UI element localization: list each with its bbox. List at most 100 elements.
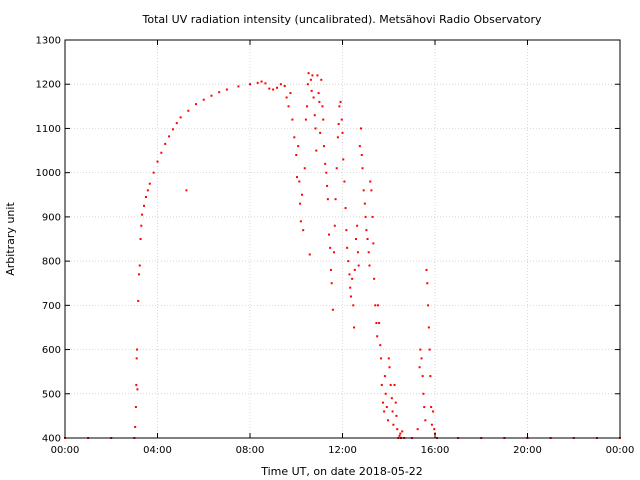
data-point bbox=[361, 167, 364, 170]
grid-lines bbox=[65, 40, 620, 438]
data-point bbox=[375, 322, 378, 325]
data-point bbox=[156, 160, 159, 163]
data-point bbox=[428, 348, 431, 351]
data-point bbox=[334, 198, 337, 201]
data-point bbox=[328, 233, 331, 236]
data-point bbox=[187, 109, 190, 112]
data-point bbox=[225, 88, 228, 91]
data-point bbox=[164, 142, 167, 145]
data-point bbox=[430, 406, 433, 409]
data-point bbox=[354, 238, 357, 240]
data-point bbox=[433, 428, 436, 431]
y-axis-label: Arbitrary unit bbox=[4, 202, 17, 276]
data-point bbox=[315, 149, 318, 152]
data-point bbox=[384, 392, 387, 395]
data-point bbox=[353, 326, 356, 329]
data-point bbox=[356, 251, 359, 254]
data-point bbox=[210, 94, 213, 97]
data-point bbox=[136, 348, 139, 351]
data-point bbox=[337, 123, 340, 126]
data-point bbox=[302, 229, 305, 232]
x-tick-label: 00:00 bbox=[51, 445, 80, 456]
data-point bbox=[388, 366, 391, 369]
data-point bbox=[146, 189, 149, 192]
data-point bbox=[362, 189, 365, 192]
data-point bbox=[260, 80, 263, 83]
data-point bbox=[237, 85, 240, 88]
axes: 400 500 600 700 800 900 1000 1100 1200 1300 00:00 0… bbox=[36, 36, 635, 457]
data-point bbox=[390, 397, 393, 400]
data-point bbox=[321, 105, 324, 108]
x-tick-label: 16:00 bbox=[421, 445, 450, 456]
data-point bbox=[381, 401, 384, 404]
data-point bbox=[398, 434, 401, 437]
data-point bbox=[376, 335, 379, 338]
data-point bbox=[339, 100, 342, 103]
data-point bbox=[427, 304, 430, 307]
y-tick-label: 1200 bbox=[36, 80, 61, 91]
data-point bbox=[345, 229, 348, 232]
data-point bbox=[422, 392, 425, 395]
data-point bbox=[329, 268, 332, 271]
data-point bbox=[329, 246, 332, 249]
data-point bbox=[314, 127, 317, 130]
data-point bbox=[360, 153, 363, 156]
data-point bbox=[319, 131, 322, 134]
data-point bbox=[373, 277, 376, 280]
data-point bbox=[352, 304, 355, 307]
y-tick-label: 1100 bbox=[36, 124, 61, 135]
data-point bbox=[306, 105, 309, 108]
data-point bbox=[346, 246, 349, 249]
y-tick-label: 800 bbox=[42, 257, 61, 268]
data-point bbox=[341, 131, 344, 134]
data-point bbox=[353, 268, 356, 271]
data-point bbox=[349, 286, 352, 289]
y-tick-label: 1300 bbox=[36, 36, 61, 47]
data-point bbox=[264, 82, 267, 85]
data-point bbox=[318, 100, 321, 103]
data-point bbox=[134, 425, 137, 428]
data-point bbox=[304, 118, 307, 121]
data-point bbox=[249, 83, 251, 86]
data-point bbox=[175, 122, 178, 125]
data-point bbox=[364, 215, 367, 218]
data-point bbox=[134, 406, 137, 409]
data-point bbox=[391, 410, 394, 413]
data-point bbox=[268, 87, 271, 90]
data-point bbox=[429, 375, 432, 378]
data-point bbox=[297, 145, 300, 148]
data-point bbox=[385, 406, 388, 409]
data-point bbox=[363, 202, 366, 205]
data-point bbox=[340, 118, 343, 121]
data-point bbox=[195, 103, 198, 106]
data-point bbox=[323, 145, 325, 148]
y-tick-label: 400 bbox=[42, 434, 61, 445]
data-point bbox=[291, 118, 294, 121]
data-point bbox=[179, 116, 182, 119]
data-point bbox=[427, 326, 430, 329]
data-point bbox=[218, 91, 221, 94]
x-tick-label: 20:00 bbox=[513, 445, 542, 456]
data-point bbox=[299, 202, 302, 205]
data-point bbox=[338, 105, 341, 108]
data-point bbox=[370, 189, 373, 192]
data-point bbox=[380, 383, 383, 386]
data-point bbox=[420, 357, 423, 360]
data-point bbox=[349, 295, 352, 298]
data-point bbox=[380, 357, 383, 360]
data-point bbox=[202, 98, 205, 101]
data-point bbox=[369, 180, 372, 183]
data-point bbox=[311, 74, 314, 77]
data-point bbox=[432, 410, 435, 413]
data-point bbox=[322, 118, 325, 121]
data-point bbox=[423, 406, 426, 409]
data-point bbox=[312, 96, 315, 99]
data-point bbox=[371, 215, 374, 218]
data-point bbox=[430, 423, 433, 426]
data-point bbox=[296, 176, 299, 179]
data-point bbox=[301, 193, 304, 196]
data-point bbox=[306, 83, 309, 86]
data-point bbox=[295, 153, 298, 156]
data-point bbox=[356, 224, 359, 227]
